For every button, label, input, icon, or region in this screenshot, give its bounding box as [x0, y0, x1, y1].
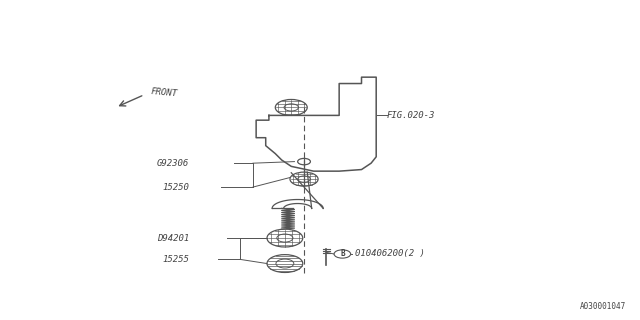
Text: 15255: 15255 — [162, 255, 189, 264]
Text: D94201: D94201 — [157, 234, 189, 243]
Text: 010406200(2 ): 010406200(2 ) — [355, 250, 425, 259]
Text: B: B — [340, 250, 345, 259]
Text: G92306: G92306 — [157, 159, 189, 168]
Text: FIG.020-3: FIG.020-3 — [387, 111, 435, 120]
Text: FRONT: FRONT — [151, 87, 179, 99]
Text: A030001047: A030001047 — [580, 302, 627, 311]
Text: 15250: 15250 — [162, 183, 189, 192]
